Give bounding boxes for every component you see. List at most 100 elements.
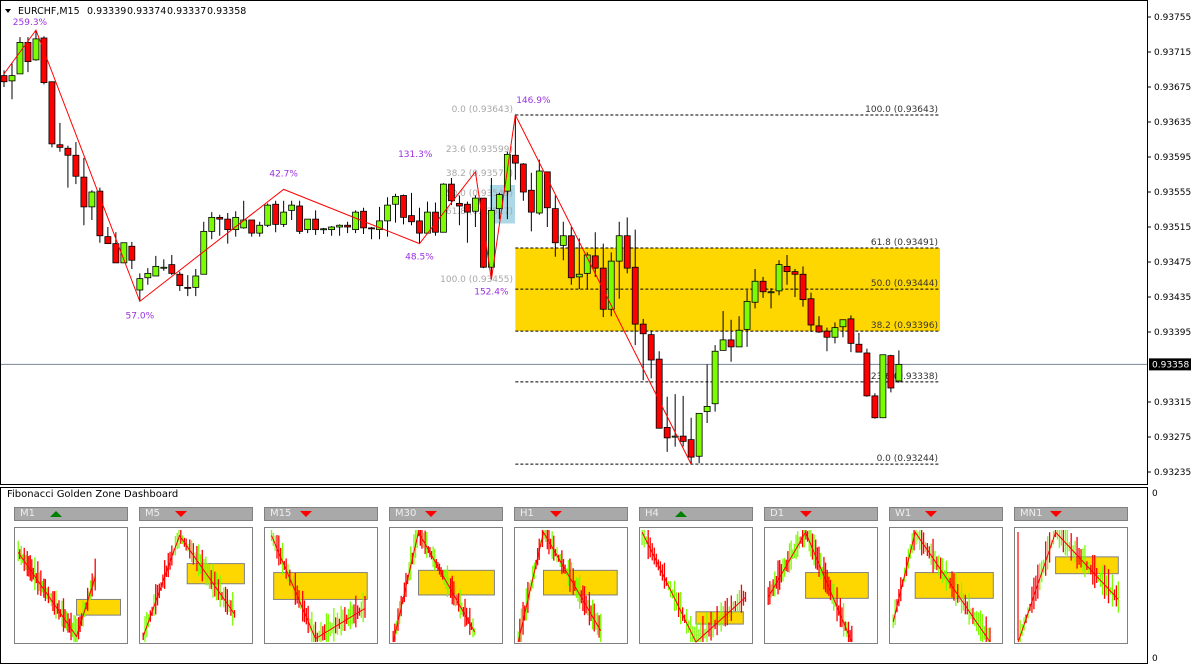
bear-candle-body <box>272 203 280 225</box>
candle <box>440 183 447 233</box>
ohlc-open: 0.93339 <box>87 6 126 17</box>
bull-candle-body <box>735 329 743 348</box>
candle <box>312 210 320 235</box>
timeframe-label: M30 <box>395 508 417 519</box>
zigzag-percent-label: 131.3% <box>398 150 433 160</box>
timeframe-label: M1 <box>20 508 35 519</box>
fib-level-label: 0.0 (0.93244) <box>877 454 938 464</box>
bear-candle-body <box>759 280 767 293</box>
candle <box>703 364 711 423</box>
bull-candle-body <box>775 264 783 292</box>
bull-candle-body <box>559 235 567 246</box>
candle <box>487 178 495 280</box>
mini-chart-h1 <box>514 527 628 644</box>
candle <box>32 30 40 61</box>
bear-candle-body <box>456 202 463 207</box>
bear-candle-body <box>639 323 647 335</box>
candle <box>472 195 479 227</box>
bear-candle-body <box>312 218 320 231</box>
mini-zigzag <box>892 531 991 643</box>
timeframe-label: H1 <box>520 508 534 519</box>
bull-candle-body <box>8 75 16 82</box>
candle <box>655 351 663 429</box>
candle <box>56 122 64 152</box>
collapse-triangle-icon[interactable] <box>5 9 11 13</box>
candle <box>783 255 791 285</box>
bull-candle-body <box>472 197 479 212</box>
candle <box>735 316 743 348</box>
bear-candle-body <box>687 439 695 458</box>
bear-candle-body <box>368 227 375 230</box>
bull-candle-body <box>879 354 887 419</box>
panel-header-mn1: MN1 <box>1014 507 1128 521</box>
chart-header: EURCHF,M15 0.93339 0.93374 0.93337 0.933… <box>5 6 246 17</box>
candle <box>687 417 695 465</box>
bull-candle-body <box>575 273 583 278</box>
candle <box>64 145 72 188</box>
candle <box>519 163 527 201</box>
bull-candle-body <box>320 228 328 231</box>
bear-candle-body <box>791 271 799 275</box>
candle <box>160 259 168 271</box>
candle <box>176 271 184 291</box>
bull-candle-body <box>88 191 96 208</box>
candle <box>232 211 240 237</box>
axis-tick-label: 0.93275 <box>1154 433 1191 443</box>
mini-golden-zone <box>186 563 245 585</box>
axis-tick-label: 0.93715 <box>1154 48 1191 58</box>
bear-candle-body <box>24 41 32 63</box>
bull-candle-body <box>264 204 272 226</box>
bear-candle-body <box>400 195 407 218</box>
bear-candle-body <box>655 358 663 429</box>
bull-candle-body <box>304 218 312 231</box>
mini-chart-m5 <box>139 527 253 644</box>
panel-header-h1: H1 <box>514 507 628 521</box>
bull-candle-body <box>615 235 623 262</box>
candle <box>104 227 112 245</box>
candle <box>208 212 216 240</box>
candle <box>895 350 903 383</box>
bear-candle-body <box>168 264 176 274</box>
panel-header-m1: M1 <box>14 507 128 521</box>
bear-candle-body <box>631 266 639 325</box>
zigzag-percent-label: 57.0% <box>126 311 155 321</box>
candle <box>623 217 631 274</box>
candle <box>815 316 823 333</box>
candle <box>855 332 863 353</box>
candle <box>328 226 335 236</box>
candle <box>192 269 200 297</box>
bear-candle-body <box>847 318 855 344</box>
bull-candle-body <box>743 300 751 330</box>
price-axis: 0.93755 0.93715 0.93675 0.93635 0.93595 0.935… <box>1147 13 1191 478</box>
candle <box>320 227 328 234</box>
candle <box>479 197 487 269</box>
fib-small-label: 38.2 (0.93571) <box>446 169 513 179</box>
timeframe-label: D1 <box>770 508 785 519</box>
candle <box>591 232 599 277</box>
bear-candle-body <box>887 355 895 389</box>
candle <box>384 197 391 237</box>
bear-candle-body <box>815 325 823 333</box>
candle <box>615 221 623 299</box>
candle <box>567 227 575 285</box>
candle <box>831 322 839 344</box>
candle <box>559 221 567 261</box>
candle <box>376 206 383 240</box>
candle <box>224 213 232 244</box>
bull-candle-body <box>280 211 288 225</box>
bear-candle-body <box>96 190 104 237</box>
mini-chart-m30 <box>389 527 503 644</box>
candle <box>695 412 703 464</box>
bull-candle-body <box>751 280 759 303</box>
axis-tick-label: 0.93675 <box>1154 83 1191 93</box>
mini-golden-zone <box>543 569 618 596</box>
candle <box>16 37 24 75</box>
bull-candle-body <box>711 350 719 405</box>
timeframe-label: H4 <box>645 508 659 519</box>
bear-candle-body <box>128 245 136 261</box>
bear-candle-body <box>863 352 871 397</box>
candle <box>136 273 144 302</box>
bear-candle-body <box>519 163 527 193</box>
axis-tick-label: 0.93755 <box>1154 13 1191 23</box>
fib-small-label: 100.0 (0.93455) <box>440 275 513 285</box>
